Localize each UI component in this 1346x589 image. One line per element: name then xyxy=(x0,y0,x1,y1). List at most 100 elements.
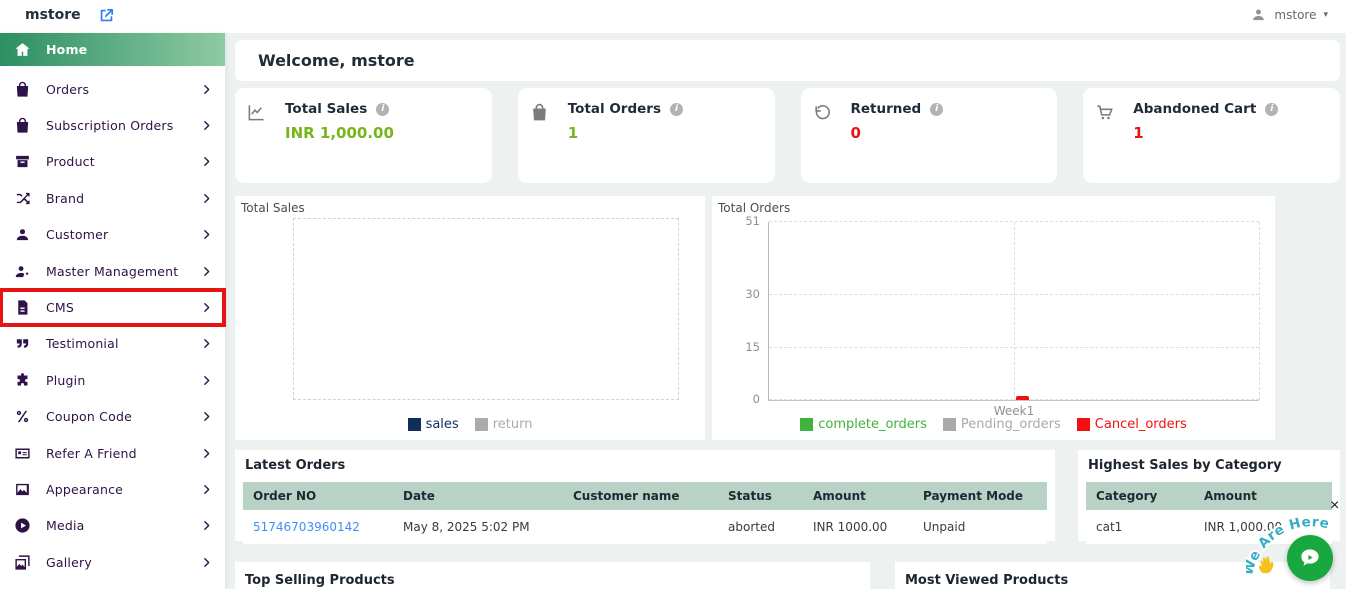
id-card-icon xyxy=(14,445,31,462)
play-circle-icon xyxy=(14,517,31,534)
column-header: Status xyxy=(718,482,803,510)
legend-item-return[interactable]: return xyxy=(474,417,533,432)
sidebar-item-customer[interactable]: Customer xyxy=(0,217,225,253)
order-status: aborted xyxy=(718,510,803,545)
legend-swatch xyxy=(942,418,956,431)
legend-label: Pending_orders xyxy=(960,417,1061,432)
stat-value: 0 xyxy=(850,124,861,142)
sidebar-item-label: Gallery xyxy=(46,554,92,570)
orders-legend: complete_orders Pending_orders Cancel_or… xyxy=(712,417,1275,432)
legend-swatch xyxy=(474,418,488,431)
sidebar-item-coupon-code[interactable]: Coupon Code xyxy=(0,399,225,435)
chart-title: Total Sales xyxy=(241,201,305,215)
sidebar-item-home[interactable]: Home xyxy=(0,33,225,66)
total-sales-chart: Total Sales sales return xyxy=(235,196,705,440)
column-header: Category xyxy=(1086,482,1194,510)
person-gear-icon xyxy=(14,263,31,280)
sidebar-item-brand[interactable]: Brand xyxy=(0,180,225,216)
chat-widget-close-button[interactable]: × xyxy=(1330,497,1340,514)
shopping-bag-icon xyxy=(14,117,31,134)
sidebar-item-refer-a-friend[interactable]: Refer A Friend xyxy=(0,435,225,471)
sidebar-item-cms[interactable]: CMS xyxy=(0,288,226,327)
sidebar-item-label: Plugin xyxy=(46,372,86,388)
sidebar-item-orders[interactable]: Orders xyxy=(0,71,225,107)
chevron-right-icon xyxy=(204,193,210,203)
legend-item-pending-orders[interactable]: Pending_orders xyxy=(942,417,1061,432)
legend-label: complete_orders xyxy=(818,417,927,432)
sales-legend: sales return xyxy=(235,417,705,432)
info-icon[interactable]: i xyxy=(669,102,683,116)
legend-item-complete-orders[interactable]: complete_orders xyxy=(800,417,927,432)
sidebar-item-media[interactable]: Media xyxy=(0,508,225,544)
sidebar-item-master-management[interactable]: Master Management xyxy=(0,253,225,289)
order-amount: INR 1000.00 xyxy=(803,510,913,545)
info-icon[interactable]: i xyxy=(930,102,944,116)
cart-icon xyxy=(1095,101,1133,170)
external-link-icon[interactable] xyxy=(98,7,115,24)
column-header: Payment Mode xyxy=(913,482,1047,510)
table-row: 51746703960142 May 8, 2025 5:02 PM abort… xyxy=(243,510,1047,545)
chevron-right-icon xyxy=(204,484,210,494)
highest-sales-table: Category Amount cat1 INR 1,000.00 xyxy=(1086,482,1332,545)
section-title: Highest Sales by Category xyxy=(1088,458,1282,473)
home-icon xyxy=(14,41,31,58)
stat-label: Abandoned Cart xyxy=(1133,101,1257,117)
sidebar-item-label: Customer xyxy=(46,227,109,243)
x-axis-category: Week1 xyxy=(993,404,1035,418)
order-number-link[interactable]: 51746703960142 xyxy=(253,520,360,534)
stat-label: Returned xyxy=(850,101,922,117)
chevron-down-icon: ▾ xyxy=(1323,9,1328,20)
stats-row: Total Sales i INR 1,000.00 Total Orders … xyxy=(235,88,1340,183)
legend-label: return xyxy=(492,417,533,432)
latest-orders-table: Order NO Date Customer name Status Amoun… xyxy=(243,482,1047,545)
stat-value: INR 1,000.00 xyxy=(285,124,394,142)
sidebar-item-gallery[interactable]: Gallery xyxy=(0,544,225,580)
section-title: Latest Orders xyxy=(245,458,346,473)
stat-card-total-orders: Total Orders i 1 xyxy=(517,88,775,183)
chevron-right-icon xyxy=(204,84,210,94)
person-icon xyxy=(14,226,31,243)
column-header: Date xyxy=(393,482,563,510)
sidebar-item-label: Refer A Friend xyxy=(46,445,137,461)
sidebar-item-appearance[interactable]: Appearance xyxy=(0,471,225,507)
stat-card-abandoned-cart: Abandoned Cart i 1 xyxy=(1083,88,1340,183)
user-name: mstore xyxy=(1274,7,1317,22)
chevron-right-icon xyxy=(204,448,210,458)
chevron-right-icon xyxy=(204,121,210,131)
user-icon xyxy=(1250,6,1267,23)
sidebar-item-plugin[interactable]: Plugin xyxy=(0,362,225,398)
column-header: Amount xyxy=(1194,482,1332,510)
chat-bubble-icon xyxy=(1301,549,1319,566)
store-logo[interactable]: mstore xyxy=(25,7,81,23)
legend-item-sales[interactable]: sales xyxy=(407,417,459,432)
info-icon[interactable]: i xyxy=(1265,102,1279,116)
stat-card-returned: Returned i 0 xyxy=(800,88,1058,183)
chevron-right-icon xyxy=(204,375,210,385)
user-dropdown[interactable]: mstore ▾ xyxy=(1250,6,1328,23)
puzzle-icon xyxy=(14,372,31,389)
percent-icon xyxy=(14,408,31,425)
legend-swatch xyxy=(1076,418,1090,431)
archive-box-icon xyxy=(14,153,31,170)
order-date: May 8, 2025 5:02 PM xyxy=(393,510,563,545)
payment-mode: Unpaid xyxy=(913,510,1047,545)
chat-launcher-button[interactable] xyxy=(1287,535,1333,581)
info-icon[interactable]: i xyxy=(376,102,390,116)
stat-label: Total Orders xyxy=(567,101,661,117)
line-chart-icon xyxy=(247,101,285,170)
image-icon xyxy=(14,481,31,498)
legend-label: Cancel_orders xyxy=(1094,417,1187,432)
legend-swatch xyxy=(407,418,421,431)
column-header: Amount xyxy=(803,482,913,510)
topbar: mstore mstore ▾ xyxy=(0,0,1346,33)
chevron-right-icon xyxy=(204,266,210,276)
shopping-bag-icon xyxy=(530,101,568,170)
sidebar-item-label: Coupon Code xyxy=(46,409,132,425)
sidebar-item-testimonial[interactable]: Testimonial xyxy=(0,326,225,362)
sidebar-item-label: CMS xyxy=(46,300,75,316)
sidebar-item-product[interactable]: Product xyxy=(0,144,225,180)
shopping-bag-icon xyxy=(14,81,31,98)
legend-item-cancel-orders[interactable]: Cancel_orders xyxy=(1076,417,1187,432)
chevron-right-icon xyxy=(204,339,210,349)
sidebar-item-subscription-orders[interactable]: Subscription Orders xyxy=(0,107,225,143)
